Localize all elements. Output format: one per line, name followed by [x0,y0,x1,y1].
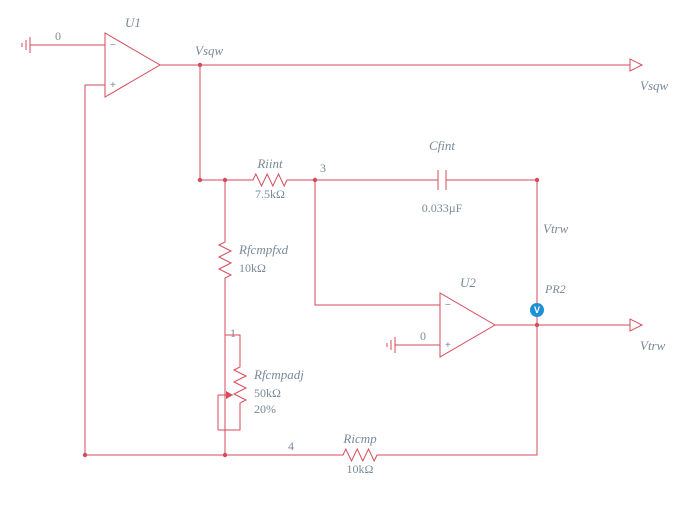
resistor-Rfcmpadj [234,350,246,420]
resistor-Riint [235,174,305,186]
opamp-label: U2 [460,275,476,290]
svg-text:V: V [534,305,540,315]
resistor-Rfcmpfxd [219,225,231,295]
pot-percent: 20% [254,402,276,416]
net-label-vsqw: Vsqw [195,43,224,58]
resistor-label: Riint [256,156,283,171]
opamp-minus: − [110,40,116,51]
port-label-vtrw: Vtrw [640,338,666,353]
resistor-value: 10kΩ [239,261,266,275]
ground [22,37,42,53]
resistor-Ricmp [325,449,395,461]
ground-node-label: 0 [420,329,426,343]
net-label-vtrw: Vtrw [543,221,569,236]
cap-value: 0.033µF [422,201,463,215]
node-1: 1 [230,326,236,340]
resistor-value: 50kΩ [254,386,281,400]
node-4: 4 [288,439,294,453]
probe-label: PR2 [544,282,566,296]
ground-node-label: 0 [55,29,61,43]
ground [387,337,407,353]
resistor-label: Rfcmpfxd [238,242,289,257]
capacitor-Cfint [438,170,446,190]
opamp-minus: − [445,300,451,311]
opamp-label: U1 [125,15,141,30]
opamp-plus: + [110,80,116,91]
cap-label: Cfint [429,138,455,153]
resistor-label: Ricmp [342,431,377,446]
node-3: 3 [320,161,326,175]
resistor-label: Rfcmpadj [253,367,304,382]
resistor-value: 7.5kΩ [255,187,285,201]
opamp-plus: + [445,340,451,351]
resistor-value: 10kΩ [347,462,374,476]
port-label-vsqw: Vsqw [640,78,669,93]
